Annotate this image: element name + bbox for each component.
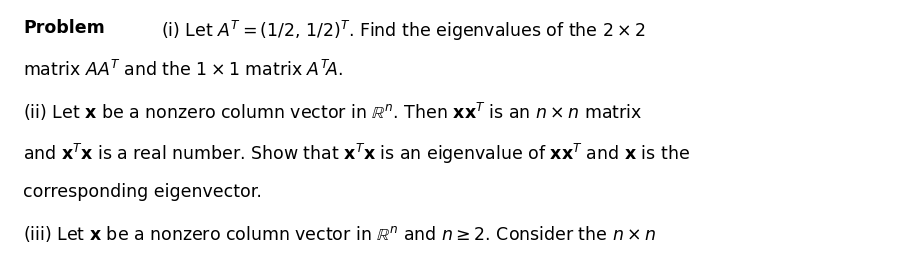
- Text: corresponding eigenvector.: corresponding eigenvector.: [23, 183, 262, 201]
- Text: and $\mathbf{x}^T\mathbf{x}$ is a real number. Show that $\mathbf{x}^T\mathbf{x}: and $\mathbf{x}^T\mathbf{x}$ is a real n…: [23, 142, 690, 166]
- Text: (iii) Let $\mathbf{x}$ be a nonzero column vector in $\mathbb{R}^n$ and $n \geq : (iii) Let $\mathbf{x}$ be a nonzero colu…: [23, 224, 656, 244]
- Text: matrix $AA^T$ and the $1 \times 1$ matrix $A^T\!A$.: matrix $AA^T$ and the $1 \times 1$ matri…: [23, 60, 343, 80]
- Text: (ii) Let $\mathbf{x}$ be a nonzero column vector in $\mathbb{R}^n$. Then $\mathb: (ii) Let $\mathbf{x}$ be a nonzero colum…: [23, 101, 643, 123]
- Text: (i) Let $A^T = (1/2,\, 1/2)^T$. Find the eigenvalues of the $2 \times 2$: (i) Let $A^T = (1/2,\, 1/2)^T$. Find the…: [161, 19, 646, 43]
- Text: Problem: Problem: [23, 19, 105, 37]
